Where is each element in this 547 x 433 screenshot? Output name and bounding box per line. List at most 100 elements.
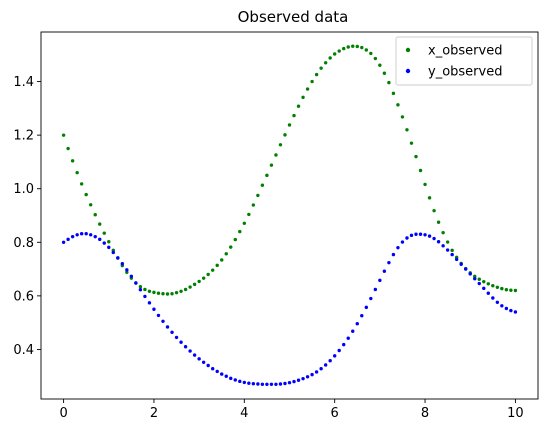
data-point bbox=[459, 262, 463, 266]
data-point bbox=[346, 45, 350, 49]
data-point bbox=[436, 240, 441, 244]
data-point bbox=[364, 305, 369, 310]
data-point bbox=[120, 262, 125, 266]
data-point bbox=[382, 269, 387, 273]
data-point bbox=[278, 382, 283, 386]
data-point bbox=[134, 281, 138, 285]
y-axis: 0.4 0.6 0.8 1.0 1.2 1.4 bbox=[13, 75, 41, 358]
legend-item-x-observed: x_observed bbox=[405, 44, 502, 59]
data-point bbox=[269, 382, 274, 386]
data-point bbox=[337, 49, 341, 53]
chart-title: Observed data bbox=[238, 8, 349, 26]
data-point bbox=[495, 300, 500, 304]
data-point bbox=[138, 288, 143, 292]
data-point bbox=[355, 44, 359, 49]
data-point bbox=[242, 380, 247, 385]
data-point bbox=[418, 232, 423, 236]
legend-label-x-observed: x_observed bbox=[428, 44, 502, 59]
data-point bbox=[495, 285, 500, 289]
data-point bbox=[305, 375, 310, 379]
data-point bbox=[369, 51, 373, 56]
data-point bbox=[229, 376, 233, 381]
data-point bbox=[220, 372, 224, 376]
data-point bbox=[513, 288, 518, 293]
data-point bbox=[432, 236, 436, 241]
data-point bbox=[79, 232, 84, 236]
data-points bbox=[61, 44, 518, 386]
data-point bbox=[482, 279, 486, 284]
data-point bbox=[328, 56, 332, 60]
data-point bbox=[170, 330, 174, 334]
data-point bbox=[156, 313, 161, 318]
data-point bbox=[310, 372, 314, 377]
data-point bbox=[192, 282, 197, 287]
data-point bbox=[378, 63, 382, 67]
data-point bbox=[75, 170, 79, 175]
data-point bbox=[238, 229, 242, 234]
data-point bbox=[409, 233, 414, 238]
data-point bbox=[396, 245, 400, 250]
data-point bbox=[201, 276, 206, 280]
data-point bbox=[161, 319, 165, 324]
data-point bbox=[116, 256, 120, 260]
data-point bbox=[509, 288, 513, 292]
data-point bbox=[278, 143, 283, 147]
data-point bbox=[93, 213, 97, 217]
data-point bbox=[464, 267, 468, 271]
data-point bbox=[210, 367, 215, 371]
data-point bbox=[93, 234, 97, 239]
legend: x_observed y_observed bbox=[395, 36, 533, 86]
data-point bbox=[125, 270, 129, 274]
data-point bbox=[342, 342, 346, 347]
data-point bbox=[373, 287, 378, 292]
data-point bbox=[111, 250, 115, 255]
data-point bbox=[423, 233, 427, 237]
data-point bbox=[351, 44, 355, 48]
data-point bbox=[323, 363, 328, 367]
data-point bbox=[477, 281, 481, 286]
data-point bbox=[351, 329, 355, 333]
data-point bbox=[323, 61, 328, 65]
data-point bbox=[238, 379, 242, 384]
x-tick-label: 6 bbox=[331, 406, 339, 421]
y-tick-label: 1.0 bbox=[13, 182, 34, 197]
data-point bbox=[364, 48, 369, 52]
data-point bbox=[129, 274, 134, 279]
data-point bbox=[287, 123, 292, 127]
data-point bbox=[183, 345, 188, 349]
data-point bbox=[391, 252, 396, 257]
data-point bbox=[265, 382, 269, 386]
data-point bbox=[197, 357, 201, 361]
data-point bbox=[61, 240, 66, 244]
data-point bbox=[283, 381, 287, 386]
data-point bbox=[147, 289, 152, 294]
data-point bbox=[188, 285, 192, 289]
data-point bbox=[482, 286, 486, 291]
data-point bbox=[441, 230, 445, 235]
data-point bbox=[427, 196, 432, 200]
data-point bbox=[360, 45, 364, 50]
data-point bbox=[224, 374, 228, 378]
data-point bbox=[319, 66, 323, 70]
data-point bbox=[152, 307, 156, 311]
data-point bbox=[251, 203, 256, 207]
data-point bbox=[405, 128, 409, 132]
data-point bbox=[107, 245, 111, 250]
data-point bbox=[215, 263, 219, 268]
data-point bbox=[369, 296, 373, 301]
data-point bbox=[206, 363, 210, 368]
data-point bbox=[201, 360, 206, 364]
data-point bbox=[500, 286, 504, 291]
data-point bbox=[192, 353, 197, 357]
data-point bbox=[319, 367, 323, 371]
data-point bbox=[414, 154, 418, 159]
data-point bbox=[66, 237, 70, 242]
y-tick-label: 1.4 bbox=[13, 75, 34, 90]
data-point bbox=[152, 290, 156, 295]
data-point bbox=[165, 292, 170, 296]
plot-area: 0 2 4 6 8 10 0.4 0.6 0.8 1.0 1.2 1.4 bbox=[13, 31, 539, 421]
data-point bbox=[454, 257, 459, 262]
data-point bbox=[233, 237, 237, 242]
data-point bbox=[477, 277, 481, 281]
data-point bbox=[269, 163, 274, 167]
